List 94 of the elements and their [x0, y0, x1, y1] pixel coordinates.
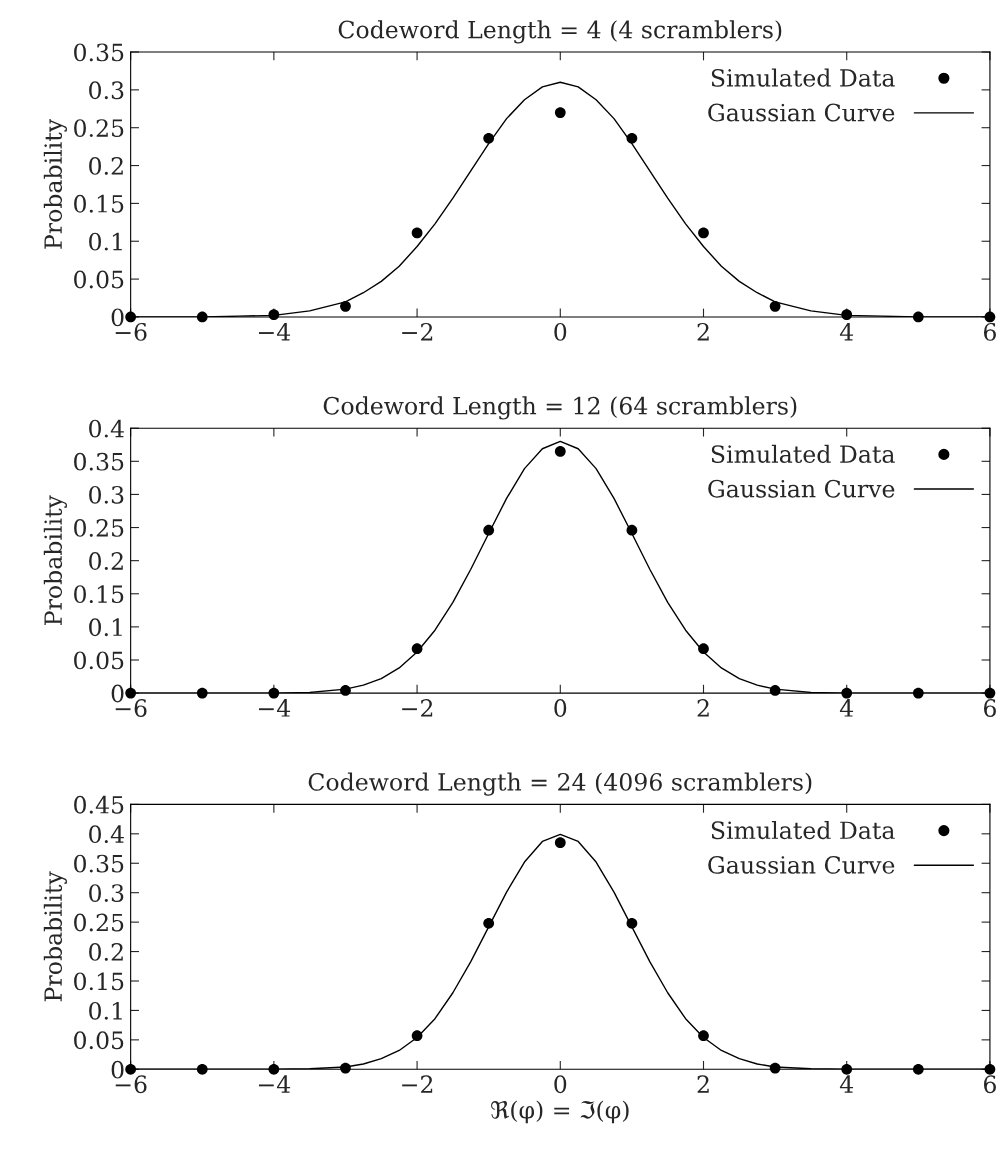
y-tick-label: 0.15 [74, 585, 124, 604]
point [912, 311, 924, 323]
y-tick-label: 0.3 [89, 81, 124, 100]
point [483, 524, 495, 536]
legend-label: Gaussian Curve [708, 855, 895, 874]
y-tick-label: 0.35 [74, 452, 124, 471]
y-tick-label: 0.1 [89, 1001, 122, 1020]
x-tick-label: 4 [839, 1075, 854, 1093]
point [196, 311, 208, 323]
point [769, 1062, 781, 1074]
point [196, 687, 208, 699]
point [698, 1030, 709, 1042]
point [984, 687, 996, 699]
point [483, 917, 495, 929]
point [626, 132, 638, 144]
x-tick-label: 4 [839, 699, 854, 717]
y-tick-label: 0.15 [74, 194, 124, 213]
y-tick-label: 0.25 [74, 119, 124, 138]
y-tick-label: 0.05 [74, 651, 124, 670]
chart-title: Codeword Length = 24 (4096 scramblers) [308, 772, 812, 796]
y-tick-label: 0.1 [89, 232, 122, 251]
point [411, 643, 423, 655]
x-tick-label: −4 [258, 1075, 291, 1093]
x-tick-label: 2 [697, 322, 709, 341]
legend-label: Gaussian Curve [708, 479, 895, 498]
y-tick-label: 0.2 [89, 943, 123, 961]
y-tick-label: 0.15 [74, 972, 124, 991]
point [912, 687, 924, 699]
x-tick-label: 0 [554, 322, 567, 341]
y-axis-title: Probability [43, 118, 67, 249]
point [125, 1063, 137, 1075]
point [626, 524, 638, 536]
point [626, 917, 638, 929]
y-tick-label: 0.35 [74, 854, 124, 873]
point [554, 837, 566, 849]
x-tick-label: 0 [554, 1075, 567, 1094]
point [411, 227, 423, 239]
x-tick-label: 2 [697, 699, 709, 717]
point [984, 311, 996, 323]
x-tick-label: −4 [258, 322, 291, 341]
y-tick-label: 0.05 [74, 270, 124, 289]
point [554, 107, 566, 118]
legend-label: Simulated Data [711, 444, 895, 464]
y-tick-label: 0.05 [74, 1031, 124, 1050]
legend-label: Simulated Data [711, 68, 895, 87]
point [125, 687, 137, 699]
y-axis-title: Probability [43, 871, 67, 1002]
point [698, 227, 709, 239]
y-tick-label: 0.2 [89, 157, 123, 175]
point [340, 1062, 351, 1074]
y-axis-title: Probability [43, 495, 67, 625]
point [268, 1063, 280, 1075]
point [340, 685, 351, 696]
x-tick-label: 6 [983, 699, 996, 717]
x-tick-label: −2 [402, 1075, 433, 1093]
point [411, 1030, 423, 1042]
y-tick-label: 0.25 [74, 913, 124, 932]
y-tick-label: 0.4 [89, 419, 124, 438]
x-axis-title: ℜ(φ) = ℑ(φ) [491, 1100, 629, 1124]
point [912, 1063, 924, 1075]
point [769, 300, 781, 312]
x-tick-label: 2 [697, 1075, 709, 1093]
point [769, 685, 781, 696]
x-tick-label: 4 [839, 322, 854, 341]
x-tick-label: −2 [402, 322, 433, 341]
y-tick-label: 0.1 [89, 618, 122, 637]
point [841, 687, 853, 699]
point [268, 309, 280, 321]
point [554, 446, 566, 457]
x-tick-label: 6 [983, 322, 996, 341]
x-tick-label: −4 [258, 699, 291, 717]
legend-label: Gaussian Curve [708, 103, 895, 122]
y-tick-label: 0.25 [74, 518, 124, 537]
x-tick-label: 0 [554, 699, 567, 717]
chart-title: Codeword Length = 12 (64 scramblers) [323, 396, 797, 420]
y-tick-label: 0.3 [89, 884, 124, 902]
point [841, 1063, 853, 1075]
chart-title: Codeword Length = 4 (4 scramblers) [338, 20, 782, 44]
legend-label: Simulated Data [711, 820, 895, 840]
x-tick-label: −2 [402, 699, 433, 717]
point [125, 311, 137, 323]
point [483, 132, 495, 144]
x-tick-label: 6 [983, 1075, 996, 1094]
y-tick-label: 0.35 [74, 43, 124, 62]
point [698, 643, 709, 655]
point [196, 1063, 208, 1075]
point [841, 309, 853, 321]
point [340, 300, 351, 312]
y-tick-label: 0.4 [89, 825, 124, 844]
y-tick-label: 0.2 [89, 552, 123, 570]
y-tick-label: 0.45 [74, 795, 124, 814]
y-tick-label: 0.3 [89, 485, 124, 504]
point [984, 1063, 996, 1075]
point [268, 687, 280, 699]
